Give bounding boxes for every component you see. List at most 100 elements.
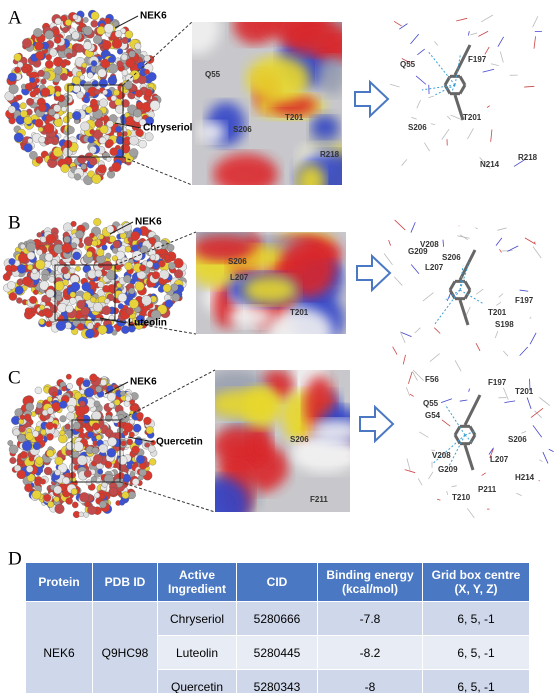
h-bond — [433, 289, 461, 326]
atom — [13, 132, 24, 143]
atom — [57, 302, 67, 313]
atom — [18, 425, 26, 433]
atom — [112, 20, 119, 27]
atom — [13, 53, 22, 62]
residue-stick — [419, 431, 429, 438]
atom — [20, 110, 28, 118]
atom — [45, 54, 52, 61]
atom — [82, 291, 92, 301]
atom — [126, 438, 133, 446]
atom — [99, 98, 108, 108]
atom — [87, 136, 95, 144]
pdb-cell: Q9HC98 — [92, 601, 158, 693]
surface-patch — [246, 56, 310, 103]
atom — [71, 31, 80, 40]
atom — [148, 237, 157, 245]
atom — [80, 121, 90, 132]
atom — [25, 402, 35, 412]
atom — [70, 242, 78, 249]
atom — [65, 304, 74, 313]
atom — [128, 50, 136, 58]
cell: -8.2 — [317, 635, 423, 670]
residue-stick — [446, 490, 448, 496]
residue-label: G54 — [425, 411, 441, 420]
atom — [106, 270, 117, 281]
surface-patch — [228, 306, 273, 328]
residue-label: S206 — [408, 123, 427, 132]
atom — [138, 139, 147, 149]
residue-stick — [470, 32, 478, 36]
atom — [77, 455, 88, 466]
residue-stick — [524, 237, 536, 245]
atom — [128, 324, 136, 333]
atom — [91, 80, 99, 87]
residue-stick — [532, 246, 542, 259]
atom — [115, 264, 122, 271]
residue-label: T201 — [463, 113, 482, 122]
atom — [135, 89, 143, 98]
atom — [141, 102, 152, 113]
atom — [97, 325, 108, 335]
atom — [91, 239, 98, 247]
residue-stick — [406, 458, 411, 471]
residue-stick — [428, 471, 434, 480]
atom — [144, 442, 150, 448]
atom — [66, 383, 73, 390]
surface-patch — [283, 22, 342, 56]
atom — [141, 295, 152, 306]
residue-label: S198 — [495, 320, 514, 329]
cell: 6, 5, -1 — [422, 635, 530, 670]
atom — [66, 441, 75, 451]
atom — [85, 250, 93, 258]
atom — [32, 442, 41, 451]
atom — [38, 126, 44, 133]
atom — [26, 71, 32, 77]
cell: 6, 5, -1 — [422, 601, 530, 636]
atom — [95, 385, 103, 393]
atom — [109, 75, 117, 82]
atom — [147, 445, 156, 453]
h-bond — [421, 84, 456, 91]
atom — [87, 505, 97, 515]
atom — [35, 156, 44, 164]
zoom-residue: S206 — [290, 435, 309, 444]
atom — [143, 416, 152, 425]
residue-stick — [468, 31, 470, 36]
atom — [29, 90, 37, 98]
ligand-bond — [453, 425, 462, 436]
atom — [70, 220, 77, 227]
atom — [61, 106, 67, 112]
residue-stick — [519, 289, 529, 292]
atom — [149, 254, 156, 261]
arrow — [359, 404, 395, 444]
atom — [105, 139, 114, 148]
atom — [114, 30, 123, 38]
atom — [19, 243, 26, 250]
atom — [28, 455, 35, 462]
residue-label: F197 — [468, 55, 487, 64]
atom — [101, 305, 112, 316]
atom — [108, 402, 115, 409]
atom — [46, 449, 54, 458]
atom — [39, 478, 46, 485]
residue-stick — [424, 142, 430, 152]
arrow — [356, 253, 392, 293]
atom — [44, 253, 54, 262]
atom — [7, 440, 14, 446]
atom — [83, 469, 92, 478]
atom — [93, 218, 102, 226]
atom — [100, 379, 107, 386]
atom — [32, 430, 39, 438]
surface-patch — [197, 121, 226, 143]
cell: -7.8 — [317, 601, 423, 636]
atom — [115, 125, 123, 133]
atom — [117, 472, 125, 480]
residue-label: N214 — [480, 160, 500, 169]
atom — [121, 99, 130, 108]
residue-stick — [481, 472, 486, 476]
residue-stick — [532, 425, 543, 438]
atom — [22, 276, 32, 286]
atom — [99, 500, 107, 509]
zoom-residue: S206 — [233, 125, 252, 134]
